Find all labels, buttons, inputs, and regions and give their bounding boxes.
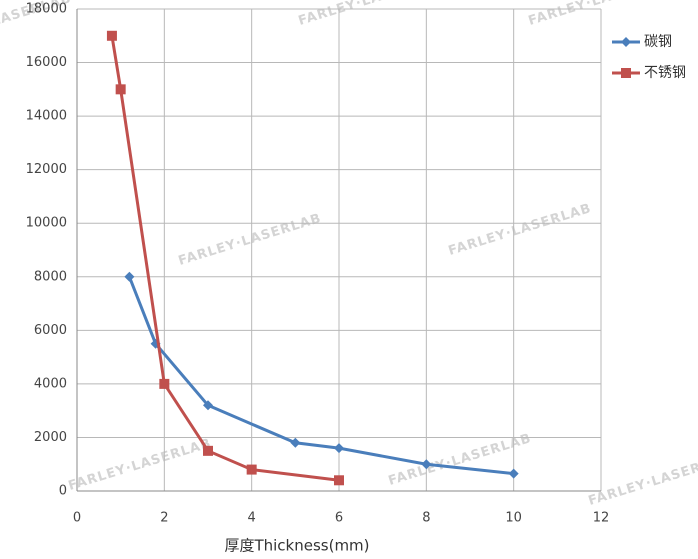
watermark: FARLEY·LASERLAB: [297, 0, 444, 29]
marker: [203, 445, 213, 456]
x-tick-label: 10: [505, 511, 522, 526]
y-tick-label: 18000: [26, 2, 67, 17]
marker: [106, 30, 117, 41]
legend-label: 碳钢: [644, 34, 672, 50]
legend-label: 不锈钢: [644, 65, 686, 81]
y-tick-label: 4000: [34, 376, 67, 391]
watermark: FARLEY·LASERLAB: [587, 451, 698, 509]
y-tick-label: 0: [59, 484, 67, 499]
x-tick-label: 0: [73, 511, 81, 526]
marker: [334, 475, 344, 486]
y-tick-label: 6000: [34, 323, 67, 338]
marker: [115, 84, 126, 95]
marker: [621, 37, 631, 47]
x-tick-label: 4: [248, 511, 256, 526]
y-tick-label: 16000: [26, 55, 67, 70]
marker: [421, 459, 432, 470]
y-tick-label: 14000: [26, 109, 67, 124]
series-line: [110, 35, 340, 482]
marker: [124, 271, 135, 282]
y-tick-label: 12000: [26, 162, 67, 177]
marker: [334, 443, 344, 454]
watermark: FARLEY·LASERLAB: [67, 436, 214, 494]
marker: [621, 68, 631, 78]
watermark: FARLEY·LASERLAB: [177, 211, 324, 269]
marker: [508, 468, 519, 479]
y-tick-label: 8000: [34, 269, 67, 284]
marker: [159, 378, 170, 389]
marker: [290, 437, 301, 448]
watermark: FARLEY·LASERLAB: [447, 201, 594, 259]
y-tick-label: 2000: [34, 430, 67, 445]
marker: [246, 464, 257, 475]
x-tick-label: 6: [335, 511, 343, 526]
x-tick-label: 2: [160, 511, 168, 526]
y-tick-label: 10000: [26, 216, 67, 231]
x-tick-label: 12: [593, 511, 610, 526]
x-tick-label: 8: [422, 511, 430, 526]
x-axis-label: 厚度Thickness(mm): [224, 537, 369, 555]
marker: [203, 400, 213, 411]
watermark: FARLEY·LASERLAB: [527, 0, 674, 29]
